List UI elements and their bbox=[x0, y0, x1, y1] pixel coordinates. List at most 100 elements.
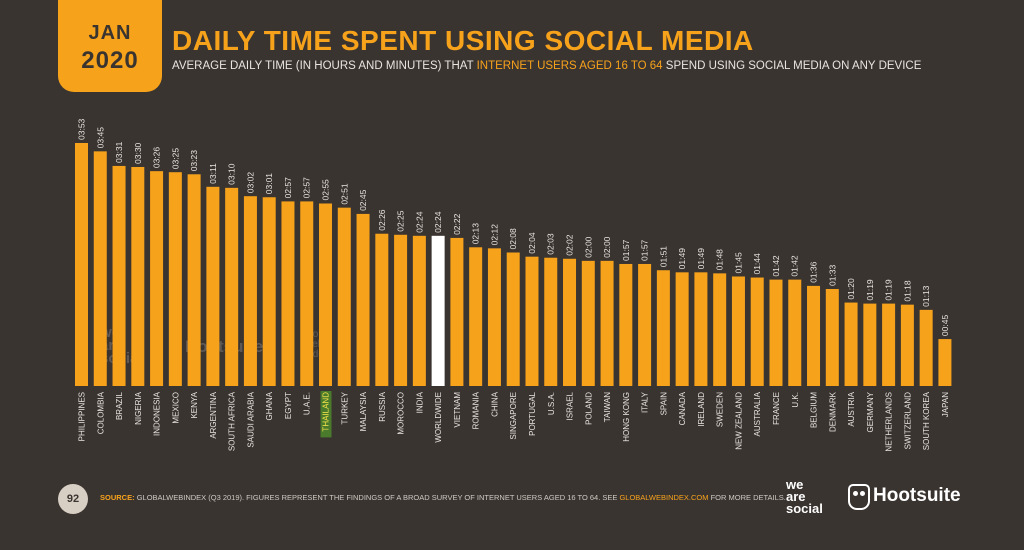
category-label-france: FRANCE bbox=[772, 392, 781, 425]
value-label-china: 02:12 bbox=[489, 224, 499, 246]
bar-new-zealand bbox=[731, 276, 745, 386]
value-label-hong-kong: 01:57 bbox=[621, 239, 631, 261]
source-note: SOURCE: GLOBALWEBINDEX (Q3 2019). FIGURE… bbox=[100, 493, 786, 502]
hootsuite-watermark: Hootsuite bbox=[185, 337, 263, 357]
was-logo-line2: are bbox=[786, 489, 806, 504]
value-label-switzerland: 01:18 bbox=[902, 280, 912, 302]
category-label-denmark: DENMARK bbox=[828, 391, 837, 432]
bar-portugal bbox=[525, 256, 539, 386]
bar-kenya bbox=[187, 174, 201, 386]
category-label-nigeria: NIGERIA bbox=[134, 391, 143, 425]
bar-argentina bbox=[206, 186, 220, 386]
bar-u-s-a bbox=[544, 257, 558, 386]
bar-denmark bbox=[825, 289, 839, 386]
bar-malaysia bbox=[356, 213, 370, 386]
category-label-russia: RUSSIA bbox=[378, 391, 387, 421]
subtitle-text-after: SPEND USING SOCIAL MEDIA ON ANY DEVICE bbox=[662, 60, 922, 72]
value-label-spain: 01:51 bbox=[658, 246, 668, 268]
bar-turkey bbox=[337, 207, 351, 386]
value-label-sweden: 01:48 bbox=[715, 249, 725, 271]
value-label-denmark: 01:33 bbox=[827, 264, 837, 286]
value-label-germany: 01:19 bbox=[865, 279, 875, 301]
category-label-portugal: PORTUGAL bbox=[528, 391, 537, 435]
category-label-canada: CANADA bbox=[678, 391, 687, 425]
category-label-india: INDIA bbox=[415, 391, 424, 413]
value-label-u-a-e: 02:57 bbox=[302, 177, 312, 199]
category-label-switzerland: SWITZERLAND bbox=[903, 392, 912, 450]
bar-germany bbox=[863, 303, 877, 386]
value-label-malaysia: 02:45 bbox=[358, 189, 368, 211]
we-are-social-logo: we are social bbox=[786, 478, 836, 515]
value-label-worldwide: 02:24 bbox=[433, 211, 443, 233]
bar-ghana bbox=[262, 197, 276, 386]
category-label-philippines: PHILIPPINES bbox=[78, 392, 87, 441]
category-label-israel: ISRAEL bbox=[566, 391, 575, 420]
category-label-hong-kong: HONG KONG bbox=[622, 392, 631, 442]
bar-u-k bbox=[788, 279, 802, 386]
subtitle-highlight: INTERNET USERS AGED 16 TO 64 bbox=[476, 60, 663, 72]
value-label-australia: 01:44 bbox=[752, 253, 762, 275]
source-after: FOR MORE DETAILS. bbox=[708, 493, 786, 502]
bar-israel bbox=[563, 258, 577, 386]
category-label-thailand: THAILAND bbox=[322, 392, 331, 432]
value-label-vietnam: 02:22 bbox=[452, 213, 462, 235]
category-label-vietnam: VIETNAM bbox=[453, 392, 462, 428]
page-number: 92 bbox=[58, 484, 88, 514]
value-label-south-africa: 03:10 bbox=[227, 163, 237, 185]
bar-india bbox=[412, 235, 426, 386]
hootsuite-logo-text: Hootsuite bbox=[873, 485, 961, 506]
value-label-canada: 01:49 bbox=[677, 248, 687, 270]
bar-spain bbox=[656, 270, 670, 386]
category-label-poland: POLAND bbox=[584, 392, 593, 425]
category-label-netherlands: NETHERLANDS bbox=[885, 392, 894, 452]
value-label-romania: 02:13 bbox=[471, 223, 481, 245]
category-label-sweden: SWEDEN bbox=[716, 392, 725, 427]
bar-singapore bbox=[506, 252, 520, 386]
gwi-watermark-line1: global bbox=[305, 329, 332, 340]
category-label-romania: ROMANIA bbox=[472, 391, 481, 429]
category-label-singapore: SINGAPORE bbox=[509, 392, 518, 440]
hootsuite-watermark-text: Hootsuite bbox=[185, 337, 264, 356]
value-label-new-zealand: 01:45 bbox=[733, 252, 743, 274]
bar-south-korea bbox=[919, 309, 933, 386]
bar-colombia bbox=[93, 151, 107, 386]
value-label-russia: 02:26 bbox=[377, 209, 387, 231]
category-label-austria: AUSTRIA bbox=[847, 391, 856, 426]
category-label-china: CHINA bbox=[490, 391, 499, 417]
bar-romania bbox=[469, 247, 483, 386]
category-label-taiwan: TAIWAN bbox=[603, 392, 612, 422]
value-label-italy: 01:57 bbox=[640, 239, 650, 261]
bar-worldwide bbox=[431, 235, 445, 386]
source-link[interactable]: GLOBALWEBINDEX.COM bbox=[619, 493, 709, 502]
bar-netherlands bbox=[882, 303, 896, 386]
bar-taiwan bbox=[600, 260, 614, 386]
category-label-morocco: MOROCCO bbox=[397, 392, 406, 435]
bar-austria bbox=[844, 302, 858, 386]
value-label-u-k: 01:42 bbox=[790, 255, 800, 277]
category-label-belgium: BELGIUM bbox=[810, 392, 819, 428]
bar-philippines bbox=[75, 143, 88, 386]
bar-u-a-e bbox=[300, 201, 314, 386]
value-label-u-s-a: 02:03 bbox=[546, 233, 556, 255]
value-label-south-korea: 01:13 bbox=[921, 285, 931, 307]
bar-belgium bbox=[807, 285, 821, 386]
bar-thailand bbox=[319, 203, 333, 386]
category-label-mexico: MEXICO bbox=[171, 392, 180, 424]
gwi-watermark-line2: web bbox=[305, 339, 324, 350]
bar-south-africa bbox=[225, 187, 239, 386]
category-label-worldwide: WORLDWIDE bbox=[434, 392, 443, 443]
value-label-kenya: 03:23 bbox=[189, 150, 199, 172]
bar-morocco bbox=[394, 234, 408, 386]
bar-vietnam bbox=[450, 237, 464, 386]
value-label-thailand: 02:55 bbox=[321, 179, 331, 201]
category-label-new-zealand: NEW ZEALAND bbox=[734, 392, 743, 450]
source-text: GLOBALWEBINDEX (Q3 2019). FIGURES REPRES… bbox=[136, 493, 620, 502]
value-label-turkey: 02:51 bbox=[339, 183, 349, 205]
page-title: DAILY TIME SPENT USING SOCIAL MEDIA bbox=[172, 25, 754, 56]
value-label-morocco: 02:25 bbox=[396, 210, 406, 232]
category-label-u-k: U.K. bbox=[791, 392, 800, 408]
category-label-germany: GERMANY bbox=[866, 391, 875, 432]
value-label-nigeria: 03:30 bbox=[133, 142, 143, 164]
